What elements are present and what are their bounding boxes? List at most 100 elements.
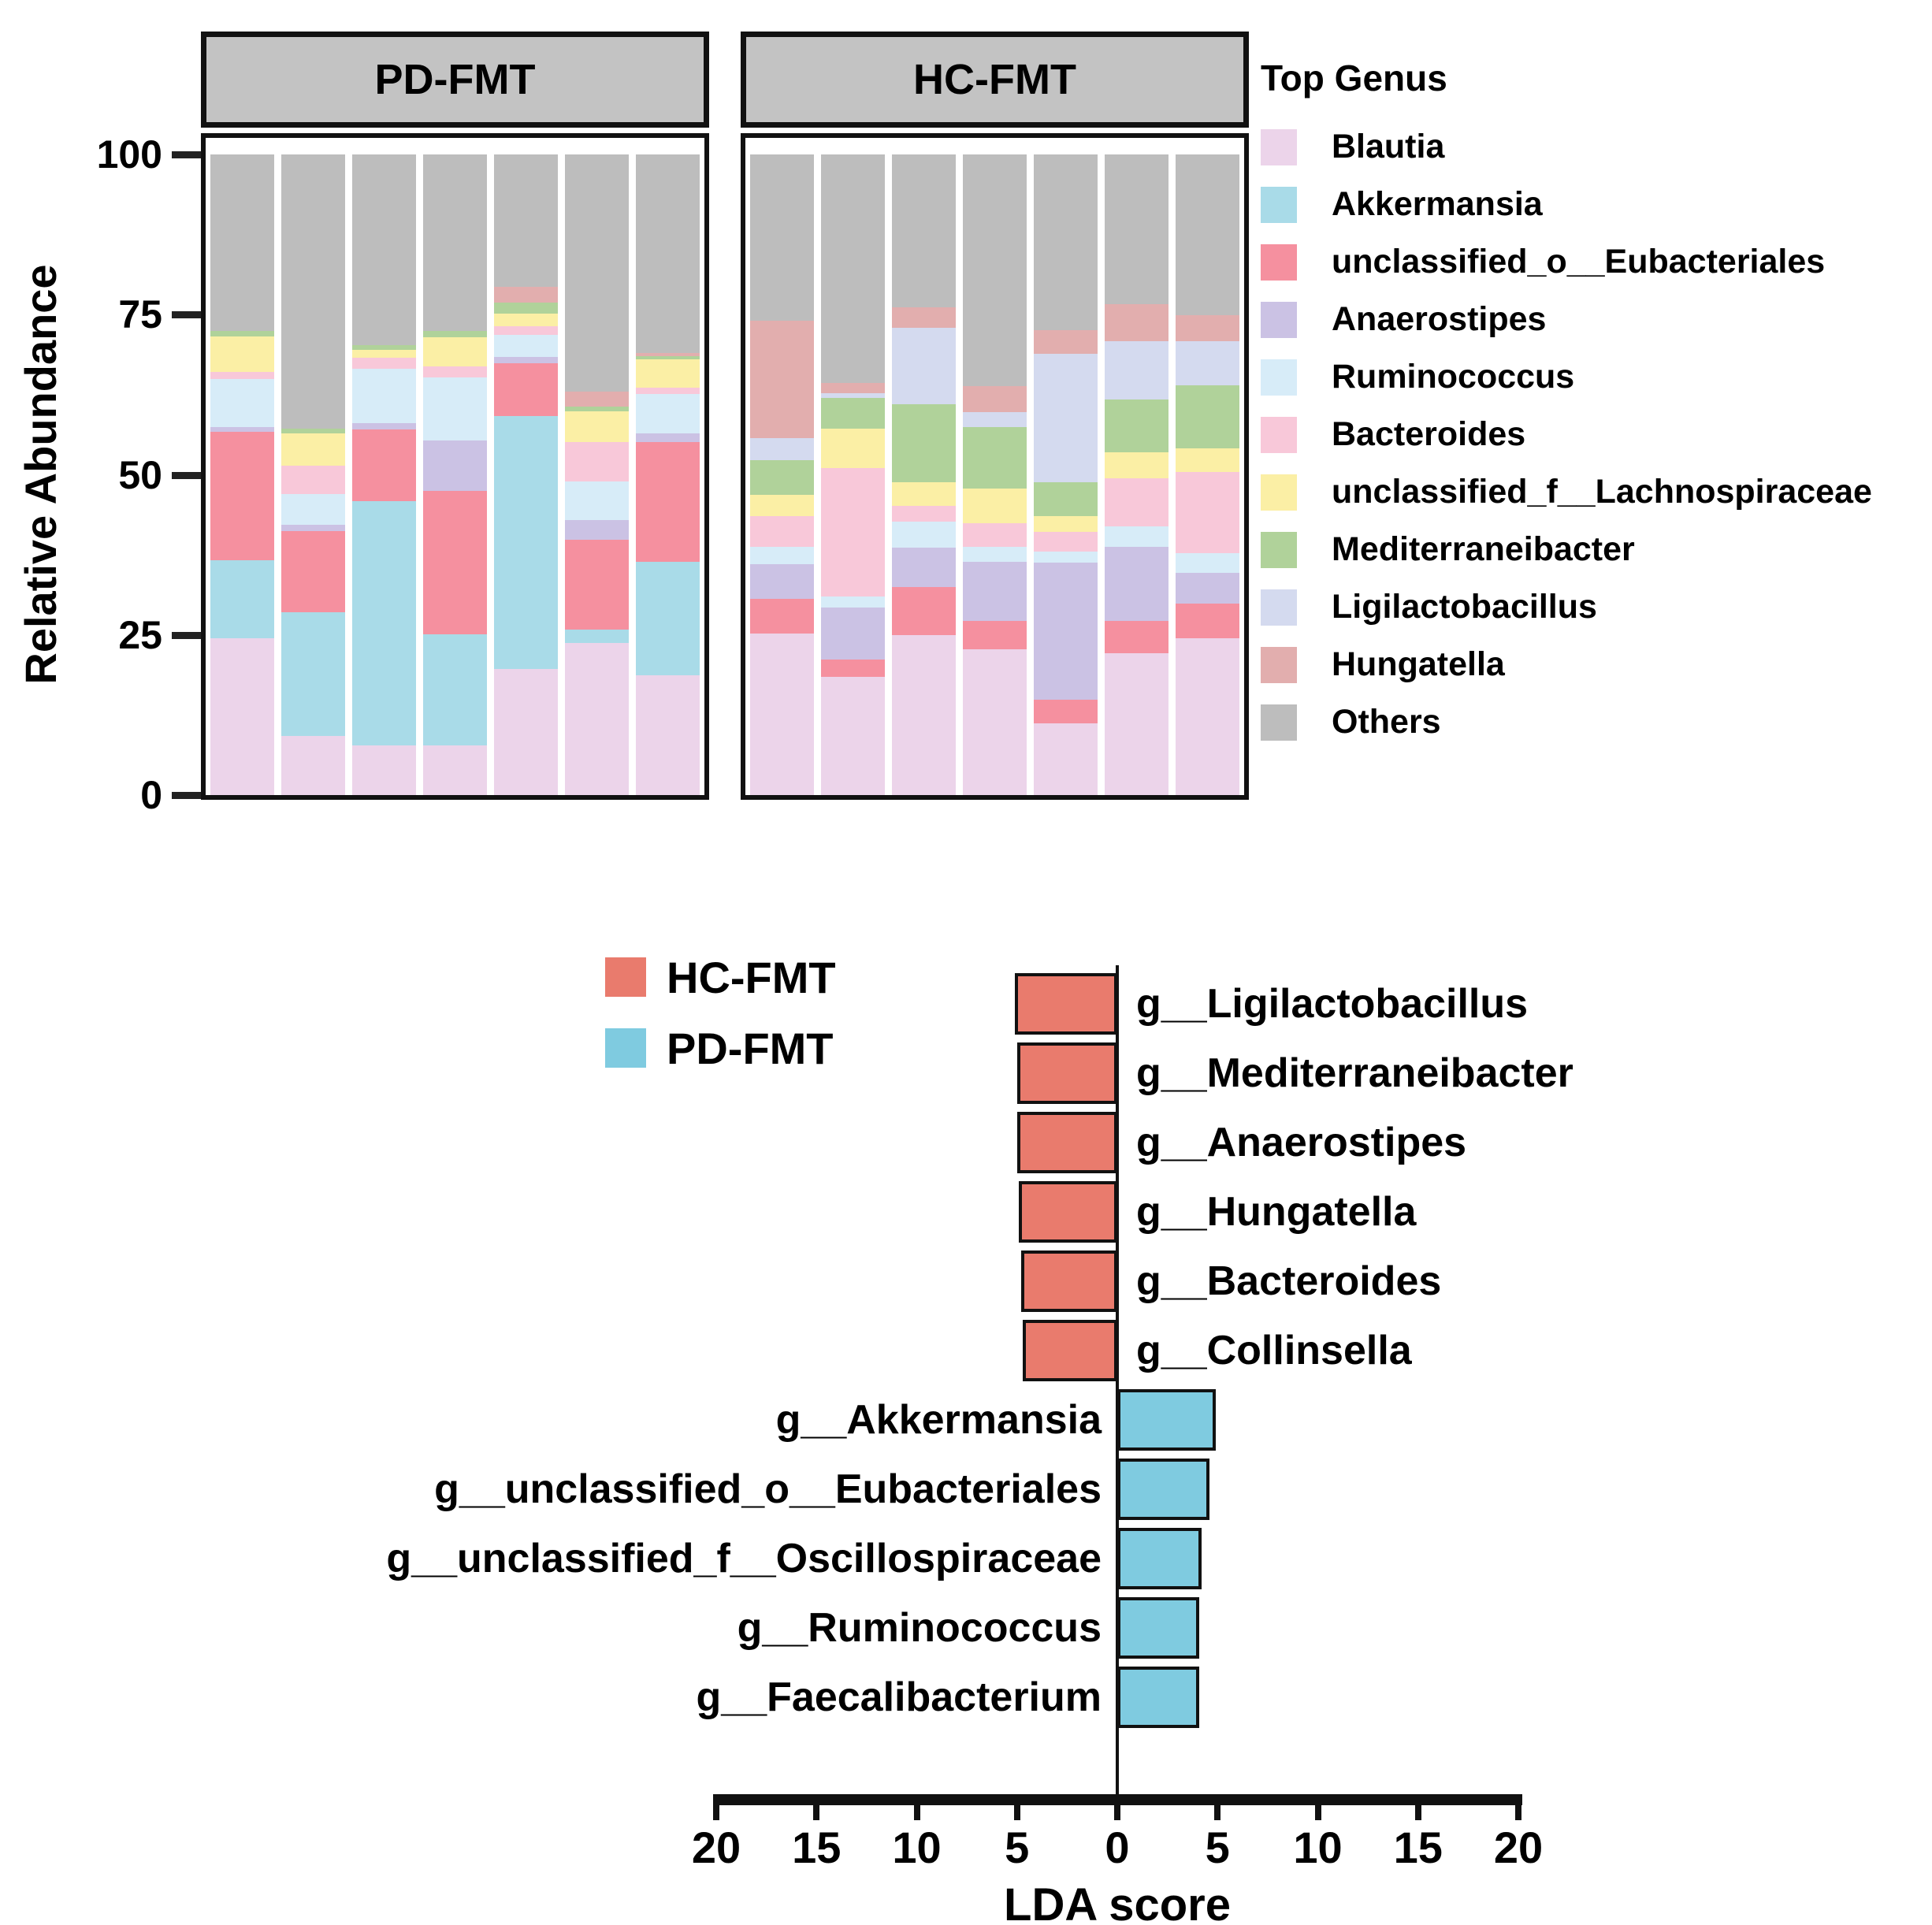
legend-item: Blautia <box>1261 118 1872 176</box>
bar-segment-Anaerostipes <box>892 548 956 587</box>
bar-segment-Ruminococcus <box>423 377 487 441</box>
lda-axis-tick-label: 5 <box>1005 1823 1030 1872</box>
bar-segment-Ligilactobacillus <box>821 393 885 399</box>
bar-segment-Others <box>494 154 558 288</box>
y-tick-mark <box>172 311 201 319</box>
legend-item: Ruminococcus <box>1261 348 1872 406</box>
y-tick-mark <box>172 151 201 158</box>
bar-segment-Bacteroides <box>821 467 885 597</box>
stacked-bar <box>963 154 1027 795</box>
legend-label: Others <box>1332 703 1441 741</box>
bar-segment-Mediterraneibacter <box>281 429 345 433</box>
bar-segment-Mediterraneibacter <box>565 407 629 412</box>
lda-row-label: g__Bacteroides <box>1136 1258 1442 1304</box>
bar-segment-unclassified_f__Lachnospiraceae <box>281 433 345 466</box>
bar-segment-Ligilactobacillus <box>750 438 814 460</box>
legend-item: Mediterraneibacter <box>1261 521 1872 578</box>
lda-legend-hc: HC-FMT <box>605 953 836 1002</box>
bar-segment-unclassified_f__Lachnospiraceae <box>750 494 814 517</box>
bar-segment-Ruminococcus <box>821 596 885 608</box>
lda-legend-pd: PD-FMT <box>605 1024 834 1073</box>
bar-segment-Anaerostipes <box>963 562 1027 621</box>
bar-segment-unclassified_f__Lachnospiraceae <box>892 482 956 507</box>
lda-row: g__Bacteroides <box>0 1247 1932 1316</box>
lda-bar-hc-fmt <box>1019 1181 1117 1243</box>
bar-segment-unclassified_f__Lachnospiraceae <box>1176 448 1239 473</box>
lda-row: g__Akkermansia <box>0 1385 1932 1455</box>
legend-label: Ruminococcus <box>1332 358 1575 396</box>
lda-axis-tick-label: 10 <box>892 1823 942 1872</box>
stacked-bars-pd-fmt <box>210 154 700 795</box>
bar-segment-Bacteroides <box>1176 472 1239 553</box>
stacked-bar <box>352 154 416 795</box>
genus-legend-title: Top Genus <box>1261 58 1447 98</box>
bar-segment-Mediterraneibacter <box>1105 399 1168 453</box>
stacked-bar <box>210 154 274 795</box>
bar-segment-unclassified_o__Eubacteriales <box>750 599 814 634</box>
bar-segment-Anaerostipes <box>1105 546 1168 621</box>
bar-segment-unclassified_o__Eubacteriales <box>494 363 558 416</box>
lda-axis-tick-label: 0 <box>1105 1823 1130 1872</box>
bar-segment-unclassified_o__Eubacteriales <box>636 442 700 563</box>
bar-segment-Akkermansia <box>565 630 629 643</box>
bar-segment-unclassified_o__Eubacteriales <box>565 540 629 630</box>
legend-item: Ligilactobacillus <box>1261 578 1872 636</box>
stacked-bar <box>821 154 885 795</box>
lda-bar-pd-fmt <box>1117 1459 1210 1520</box>
lda-row-label: g__Anaerostipes <box>1136 1120 1467 1165</box>
bar-segment-unclassified_o__Eubacteriales <box>1105 620 1168 654</box>
legend-label: Anaerostipes <box>1332 300 1547 338</box>
bar-segment-Anaerostipes <box>636 433 700 443</box>
lda-row-label: g__Hungatella <box>1136 1189 1417 1235</box>
bar-segment-Bacteroides <box>636 388 700 395</box>
bar-segment-Bacteroides <box>210 372 274 379</box>
stacked-bar <box>1034 154 1098 795</box>
lda-row-label: g__Faecalibacterium <box>696 1674 1102 1720</box>
y-tick-mark <box>172 631 201 639</box>
bar-segment-Ruminococcus <box>1105 526 1168 547</box>
bar-segment-Ligilactobacillus <box>1176 341 1239 385</box>
lda-row-label: g__unclassified_o__Eubacteriales <box>434 1466 1102 1512</box>
lda-row-label: g__unclassified_f__Oscillospiraceae <box>386 1536 1102 1581</box>
panel-header-hc-fmt: HC-FMT <box>741 32 1249 128</box>
bar-segment-unclassified_f__Lachnospiraceae <box>636 359 700 388</box>
lda-axis-tick <box>913 1794 920 1820</box>
bar-segment-Hungatella <box>963 385 1027 412</box>
lda-row: g__unclassified_o__Eubacteriales <box>0 1455 1932 1524</box>
stacked-bar <box>565 154 629 795</box>
bar-segment-Bacteroides <box>352 357 416 369</box>
panel-title-pd-fmt: PD-FMT <box>374 56 536 103</box>
bar-segment-Anaerostipes <box>423 440 487 491</box>
stacked-bar <box>1105 154 1168 795</box>
legend-item: Others <box>1261 693 1872 751</box>
bar-segment-unclassified_o__Eubacteriales <box>892 586 956 635</box>
bar-segment-Ruminococcus <box>210 378 274 427</box>
bar-segment-Others <box>636 154 700 354</box>
legend-label: Bacteroides <box>1332 415 1526 453</box>
bar-segment-Blautia <box>1105 653 1168 795</box>
genus-legend: Blautia Akkermansia unclassified_o__Eubact… <box>1261 118 1872 751</box>
bar-segment-Hungatella <box>892 307 956 329</box>
legend-label: Ligilactobacillus <box>1332 588 1597 626</box>
bar-segment-Akkermansia <box>210 559 274 638</box>
legend-swatch-Anaerostipes <box>1261 301 1297 338</box>
bar-segment-Hungatella <box>1034 329 1098 354</box>
legend-item: unclassified_f__Lachnospiraceae <box>1261 463 1872 521</box>
lda-axis-tick <box>1414 1794 1421 1820</box>
legend-label: Akkermansia <box>1332 185 1543 223</box>
bar-segment-Ruminococcus <box>565 481 629 521</box>
bar-segment-Akkermansia <box>494 415 558 669</box>
bar-segment-Akkermansia <box>423 634 487 745</box>
bar-segment-Blautia <box>423 745 487 795</box>
bar-segment-Bacteroides <box>1034 531 1098 552</box>
bar-segment-Bacteroides <box>281 466 345 494</box>
bar-segment-unclassified_o__Eubacteriales <box>352 429 416 501</box>
bar-segment-unclassified_f__Lachnospiraceae <box>423 336 487 367</box>
bar-segment-unclassified_o__Eubacteriales <box>1176 603 1239 638</box>
bar-segment-unclassified_o__Eubacteriales <box>210 432 274 560</box>
bar-segment-Ruminococcus <box>1034 552 1098 563</box>
bar-segment-Blautia <box>1034 723 1098 795</box>
bar-segment-unclassified_f__Lachnospiraceae <box>352 350 416 358</box>
bar-segment-unclassified_f__Lachnospiraceae <box>210 336 274 373</box>
lda-axis-tick-label: 20 <box>691 1823 741 1872</box>
